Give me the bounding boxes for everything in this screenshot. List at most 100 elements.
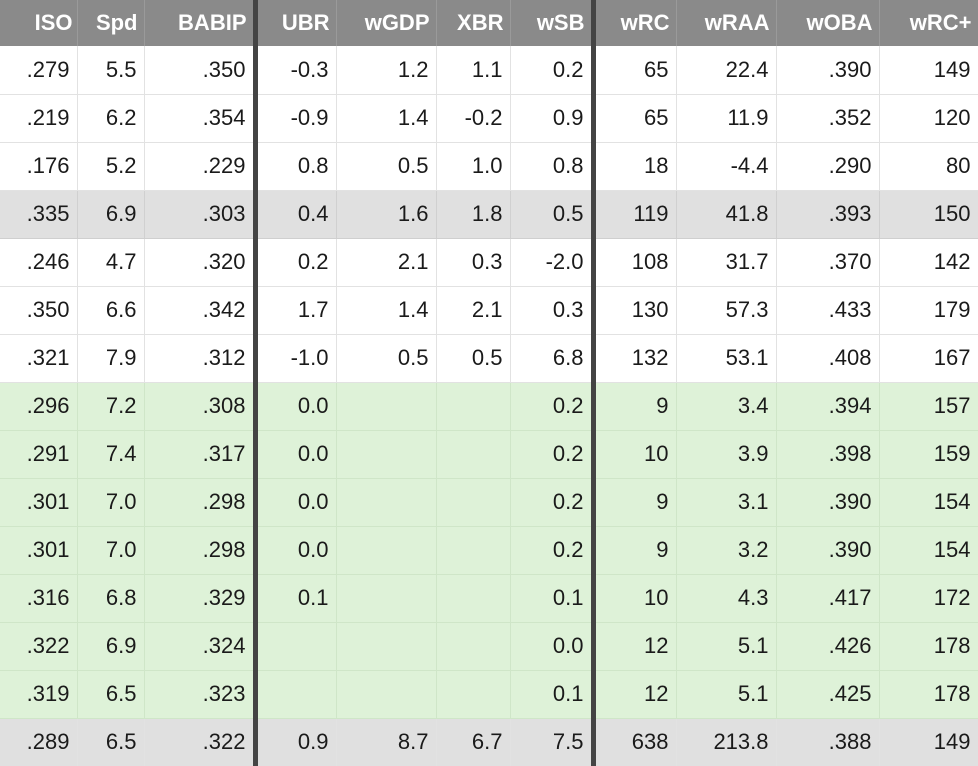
table-cell: .390	[776, 526, 880, 575]
table-cell: 6.8	[77, 574, 145, 623]
table-cell: 0.5	[510, 190, 596, 239]
column-header[interactable]: BABIP	[144, 0, 258, 46]
table-cell: 0.0	[510, 622, 596, 671]
table-cell: 5.1	[676, 670, 777, 719]
table-cell: 12	[593, 622, 677, 671]
table-cell: .321	[0, 334, 78, 383]
table-cell: .298	[144, 478, 258, 527]
column-header[interactable]: wRC	[593, 0, 677, 46]
table-cell: 638	[593, 718, 677, 766]
table-cell: 65	[593, 46, 677, 95]
table-cell: .388	[776, 718, 880, 766]
table-cell: .417	[776, 574, 880, 623]
table-cell	[255, 670, 337, 719]
table-cell: 4.3	[676, 574, 777, 623]
table-cell: 0.3	[436, 238, 511, 287]
table-cell: 213.8	[676, 718, 777, 766]
column-header[interactable]: wRAA	[676, 0, 777, 46]
table-cell	[336, 622, 437, 671]
table-cell: 0.1	[255, 574, 337, 623]
column-header[interactable]: wRC+	[879, 0, 978, 46]
column-header[interactable]: wGDP	[336, 0, 437, 46]
table-row: .301 7.0.298 0.0 0.2 9 3.2.390 154	[0, 526, 978, 575]
table-cell: .316	[0, 574, 78, 623]
column-header[interactable]: UBR	[255, 0, 337, 46]
table-cell: .390	[776, 478, 880, 527]
column-header[interactable]: Spd	[77, 0, 145, 46]
table-cell: 5.5	[77, 46, 145, 95]
table-cell: 7.4	[77, 430, 145, 479]
table-row: .291 7.4.317 0.0 0.2 10 3.9.398 159	[0, 430, 978, 479]
table-cell: 18	[593, 142, 677, 191]
table-cell: 6.6	[77, 286, 145, 335]
table-cell: 1.7	[255, 286, 337, 335]
table-cell: .290	[776, 142, 880, 191]
table-cell: .323	[144, 670, 258, 719]
table-cell: 2.1	[336, 238, 437, 287]
table-cell: .289	[0, 718, 78, 766]
table-cell: .296	[0, 382, 78, 431]
table-cell: .433	[776, 286, 880, 335]
table-cell: .303	[144, 190, 258, 239]
table-cell: 7.2	[77, 382, 145, 431]
table-cell	[436, 526, 511, 575]
table-cell: 0.3	[510, 286, 596, 335]
table-cell: 6.2	[77, 94, 145, 143]
table-cell: 6.5	[77, 670, 145, 719]
column-header[interactable]: ISO	[0, 0, 78, 46]
table-cell: 149	[879, 718, 978, 766]
table-row: .319 6.5.323 0.1 12 5.1.425 178	[0, 670, 978, 719]
table-cell: 0.1	[510, 574, 596, 623]
table-cell: -0.9	[255, 94, 337, 143]
table-row: .301 7.0.298 0.0 0.2 9 3.1.390 154	[0, 478, 978, 527]
table-cell: 65	[593, 94, 677, 143]
table-row: .350 6.6.342 1.7 1.4 2.1 0.3 130 57.3.433 179	[0, 286, 978, 335]
table-cell	[336, 478, 437, 527]
table-cell: .370	[776, 238, 880, 287]
table-cell: 172	[879, 574, 978, 623]
table-cell: .301	[0, 478, 78, 527]
table-cell	[436, 622, 511, 671]
table-cell: .298	[144, 526, 258, 575]
table-cell: .301	[0, 526, 78, 575]
table-cell: .352	[776, 94, 880, 143]
table-cell: .317	[144, 430, 258, 479]
table-cell: .219	[0, 94, 78, 143]
table-row: .279 5.5.350 -0.3 1.2 1.1 0.2 65 22.4.390 149	[0, 46, 978, 95]
column-header[interactable]: wOBA	[776, 0, 880, 46]
table-cell: 0.2	[510, 478, 596, 527]
table-cell: 178	[879, 670, 978, 719]
table-cell	[436, 574, 511, 623]
table-cell: 7.0	[77, 526, 145, 575]
column-header[interactable]: XBR	[436, 0, 511, 46]
table-cell: .322	[144, 718, 258, 766]
table-cell: 7.0	[77, 478, 145, 527]
table-cell: 0.2	[255, 238, 337, 287]
table-cell: 3.1	[676, 478, 777, 527]
table-cell: .291	[0, 430, 78, 479]
column-header[interactable]: wSB	[510, 0, 596, 46]
table-cell: 80	[879, 142, 978, 191]
table-cell: -1.0	[255, 334, 337, 383]
table-cell: 0.2	[510, 526, 596, 575]
table-row: .246 4.7.320 0.2 2.1 0.3 -2.0 108 31.7.370 142	[0, 238, 978, 287]
table-cell: 6.9	[77, 622, 145, 671]
table-cell: 5.1	[676, 622, 777, 671]
table-cell: 22.4	[676, 46, 777, 95]
table-cell: 5.2	[77, 142, 145, 191]
table-cell: 0.5	[336, 334, 437, 383]
table-cell: 159	[879, 430, 978, 479]
table-cell	[436, 478, 511, 527]
table-cell: 0.8	[255, 142, 337, 191]
table-cell: -4.4	[676, 142, 777, 191]
table-cell: 9	[593, 478, 677, 527]
table-cell: 0.0	[255, 382, 337, 431]
table-cell: -0.3	[255, 46, 337, 95]
table-cell: 9	[593, 382, 677, 431]
table-cell: 6.7	[436, 718, 511, 766]
table-cell: .394	[776, 382, 880, 431]
table-cell: .408	[776, 334, 880, 383]
table-cell: 130	[593, 286, 677, 335]
table-cell: 1.4	[336, 94, 437, 143]
table-cell: 0.0	[255, 478, 337, 527]
